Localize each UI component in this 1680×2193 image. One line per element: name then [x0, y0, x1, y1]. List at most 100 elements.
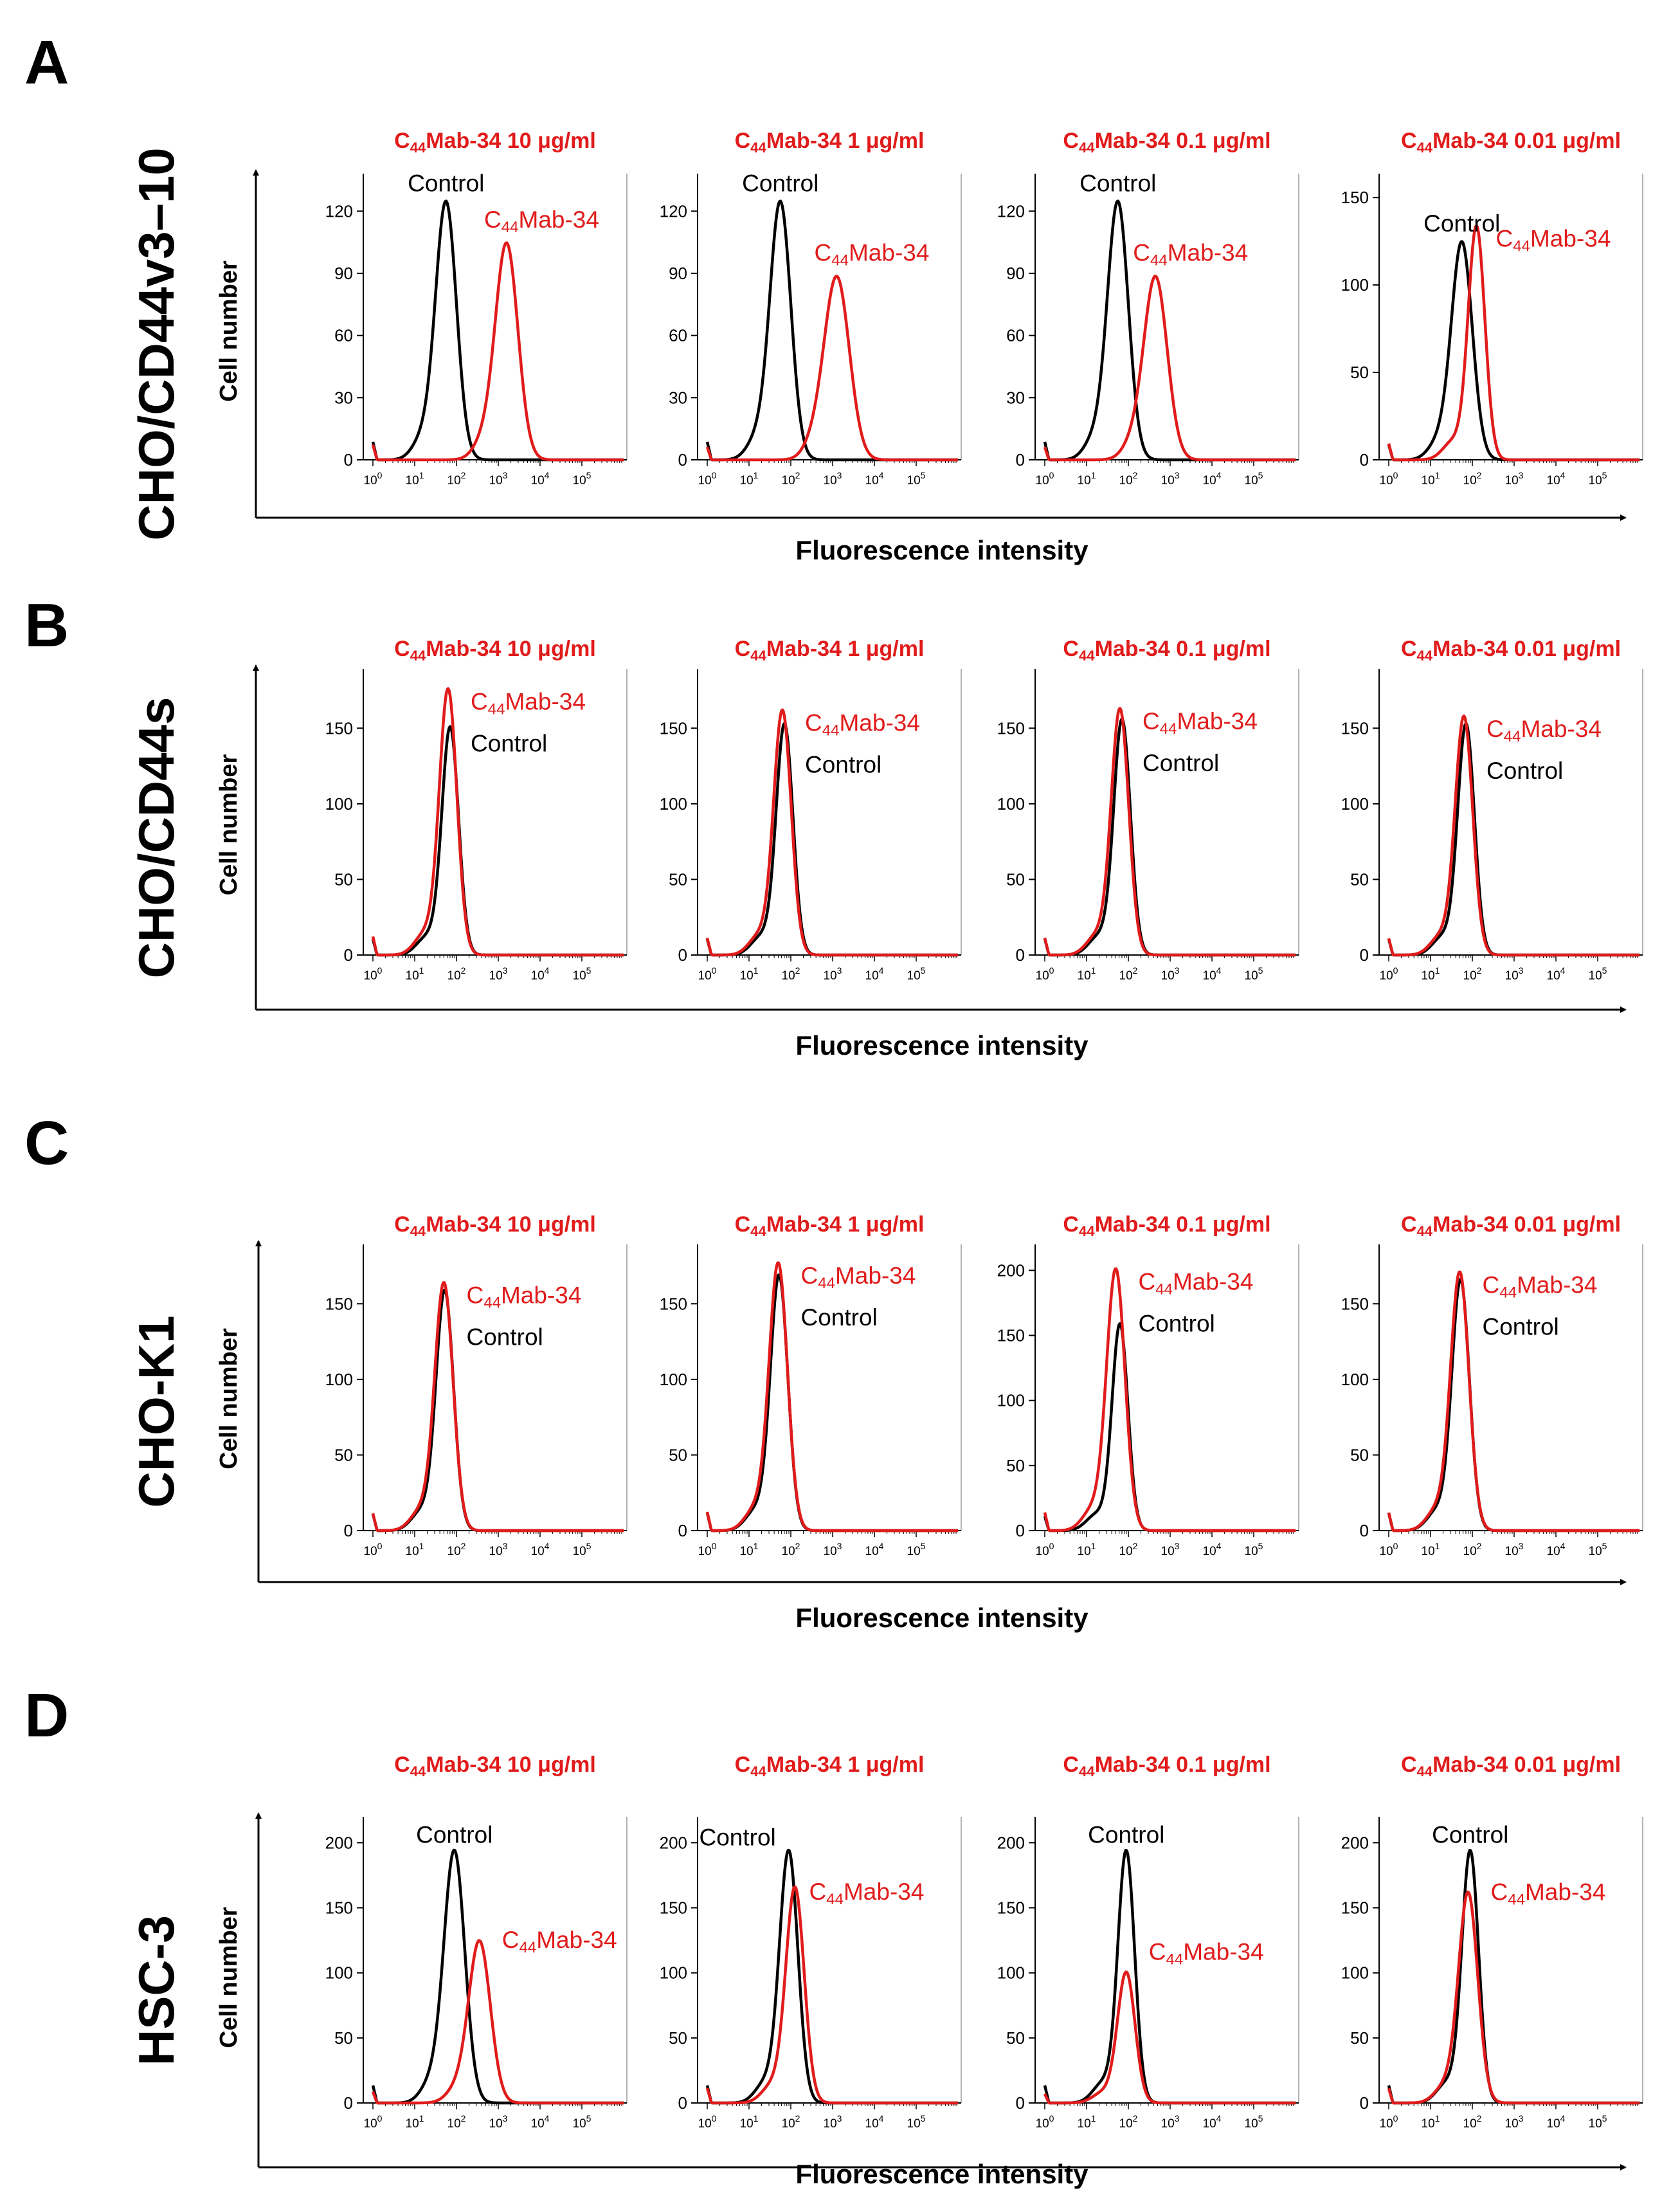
x-tick-label: 102	[1119, 2113, 1138, 2131]
control-label: Control	[1423, 210, 1500, 237]
x-tick-label: 101	[1078, 965, 1096, 983]
x-tick-label: 105	[1589, 2113, 1607, 2131]
control-label: Control	[408, 170, 484, 196]
histogram-panel-a-4: C44Mab-34 0.01 μg/ml 0 50 100 150 100 101 102 10…	[1341, 129, 1643, 487]
x-tick-label: 105	[1245, 470, 1263, 487]
y-axis-title: Cell number	[215, 1907, 242, 2048]
antibody-histogram	[1387, 714, 1640, 957]
y-tick-label: 0	[1016, 1521, 1025, 1540]
y-tick-label: 100	[1341, 1370, 1369, 1389]
y-tick-label: 50	[334, 1445, 353, 1464]
y-axis-title: Cell number	[215, 754, 242, 895]
control-label: Control	[471, 731, 547, 757]
row-label: CHO-K1	[128, 1315, 185, 1507]
histogram-panel-c-1: C44Mab-34 10 μg/ml 0 50 100 150 100 101 102 103 1…	[325, 1212, 628, 1558]
x-tick-label: 103	[489, 470, 508, 487]
control-histogram	[371, 725, 624, 957]
x-tick-label: 104	[1203, 2113, 1222, 2131]
x-tick-label: 104	[1547, 2113, 1566, 2131]
x-tick-label: 105	[907, 1541, 926, 1558]
histogram-panel-b-2: C44Mab-34 1 μg/ml 0 50 100 150 100 101 102 103 10…	[660, 637, 962, 983]
panel-title: C44Mab-34 10 μg/ml	[394, 129, 596, 156]
y-tick-label: 0	[344, 945, 353, 965]
x-tick-label: 104	[531, 965, 550, 983]
x-tick-label: 100	[364, 965, 383, 983]
control-label: Control	[1088, 1822, 1164, 1848]
x-tick-label: 100	[1036, 2113, 1054, 2131]
row-label: CHO/CD44v3–10	[128, 147, 185, 540]
y-tick-label: 200	[1341, 1833, 1369, 1852]
antibody-histogram	[705, 708, 959, 957]
y-tick-label: 50	[1350, 363, 1369, 382]
panel-title: C44Mab-34 1 μg/ml	[735, 129, 925, 156]
y-tick-label: 200	[660, 1833, 687, 1852]
x-tick-label: 101	[1078, 470, 1096, 487]
y-tick-label: 200	[325, 1833, 353, 1852]
x-tick-label: 101	[740, 1541, 759, 1558]
antibody-histogram	[1043, 275, 1296, 462]
antibody-label: C44Mab-34	[1496, 225, 1611, 255]
x-tick-label: 102	[782, 965, 800, 983]
y-tick-label: 150	[325, 718, 353, 738]
antibody-histogram	[1387, 224, 1640, 462]
y-tick-label: 0	[1016, 945, 1025, 965]
x-tick-label: 102	[1119, 965, 1138, 983]
x-tick-label: 100	[1380, 2113, 1398, 2131]
y-tick-label: 100	[997, 1391, 1025, 1410]
y-tick-label: 90	[1006, 264, 1025, 283]
x-tick-label: 100	[364, 470, 383, 487]
x-tick-label: 104	[865, 965, 884, 983]
panel-title: C44Mab-34 0.1 μg/ml	[1063, 129, 1270, 156]
antibody-label: C44Mab-34	[801, 1262, 916, 1292]
x-tick-label: 104	[865, 470, 884, 487]
y-tick-label: 50	[334, 869, 353, 889]
y-tick-label: 100	[997, 794, 1025, 814]
panel-title: C44Mab-34 0.1 μg/ml	[1063, 1212, 1270, 1239]
x-tick-label: 103	[1161, 2113, 1180, 2131]
x-tick-label: 104	[865, 1541, 884, 1558]
y-tick-label: 0	[678, 945, 687, 965]
x-tick-label: 101	[1078, 1541, 1096, 1558]
x-tick-label: 104	[1547, 470, 1566, 487]
y-tick-label: 50	[669, 2028, 687, 2048]
x-tick-label: 103	[489, 965, 508, 983]
antibody-histogram	[705, 1885, 959, 2105]
x-tick-label: 100	[698, 470, 717, 487]
x-tick-label: 103	[1161, 965, 1180, 983]
y-tick-label: 50	[334, 2028, 353, 2048]
control-label: Control	[1143, 750, 1219, 776]
y-tick-label: 50	[1350, 1445, 1369, 1464]
y-tick-label: 100	[660, 1963, 687, 1983]
y-tick-label: 50	[1006, 2028, 1025, 2048]
histogram-panel-b-1: C44Mab-34 10 μg/ml 0 50 100 150 100 101 102 103 1…	[325, 637, 628, 983]
x-tick-label: 100	[1380, 470, 1398, 487]
y-tick-label: 150	[1341, 718, 1369, 738]
panel-title: C44Mab-34 10 μg/ml	[394, 1752, 596, 1779]
x-tick-label: 101	[406, 470, 424, 487]
y-tick-label: 150	[325, 1294, 353, 1313]
histogram-panel-d-3: C44Mab-34 0.1 μg/ml 0 50 100 150 200 100 101 102…	[997, 1752, 1299, 2131]
y-tick-label: 90	[334, 264, 353, 283]
antibody-histogram	[705, 1261, 959, 1533]
x-tick-label: 104	[1203, 1541, 1222, 1558]
antibody-label: C44Mab-34	[484, 206, 599, 236]
x-tick-label: 102	[782, 2113, 800, 2131]
x-tick-label: 104	[531, 2113, 550, 2131]
antibody-label: C44Mab-34	[467, 1282, 582, 1312]
x-axis-title: Fluorescence intensity	[795, 1603, 1088, 1633]
x-tick-label: 104	[865, 2113, 884, 2131]
x-tick-label: 104	[1203, 965, 1222, 983]
x-tick-label: 101	[1422, 2113, 1440, 2131]
x-tick-label: 104	[531, 470, 550, 487]
control-label: Control	[1139, 1310, 1215, 1336]
x-tick-label: 103	[824, 1541, 842, 1558]
antibody-histogram	[371, 241, 624, 462]
antibody-histogram	[1387, 1270, 1640, 1533]
antibody-label: C44Mab-34	[1133, 239, 1248, 269]
control-label: Control	[805, 751, 881, 778]
x-tick-label: 105	[1245, 965, 1263, 983]
y-tick-label: 30	[334, 388, 353, 407]
panel-letter-a: A	[24, 28, 69, 97]
antibody-label: C44Mab-34	[1491, 1879, 1606, 1908]
x-tick-label: 105	[573, 1541, 592, 1558]
